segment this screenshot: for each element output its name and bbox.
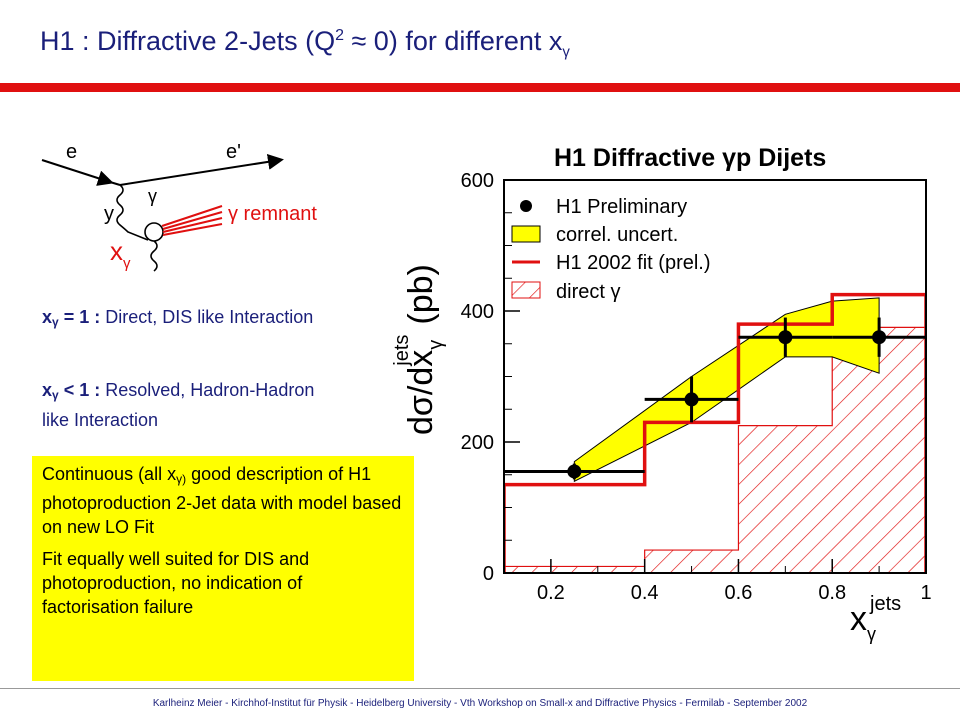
x-axis-label: xγjets [850, 593, 901, 644]
x-tick-label-2: 0.4 [631, 582, 659, 604]
definition-resolved: xγ < 1 : Resolved, Hadron-Hadron like In… [42, 380, 315, 430]
legend-label-direct: direct γ [556, 281, 620, 303]
x-tick-label-4: 0.8 [818, 582, 846, 604]
data-point-2 [684, 392, 699, 407]
definition-direct: xγ = 1 : Direct, DIS like Interaction [42, 307, 314, 329]
incoming-electron-line [41, 159, 114, 186]
y-tick-label-3: 400 [461, 301, 494, 323]
dijet-chart: H1 Diffractive γp Dijets 0.2 0.4 0.6 0.8 1 0 2… [391, 144, 932, 644]
y-axis-label: dσ/dxγjets(pb) [391, 264, 447, 435]
x-tick-label-1: 0.2 [537, 582, 565, 604]
legend-marker-uncert [511, 225, 541, 243]
summary-paragraph-2: Fit equally well suited for DIS and phot… [42, 549, 310, 617]
title-text-mid: ≈ 0) for different x [343, 26, 563, 56]
photon-line [116, 184, 149, 241]
remnant-line-4 [162, 223, 223, 236]
title-superscript: 2 [335, 27, 344, 44]
feynman-diagram: e e' y γ γ remnant xγ [41, 141, 317, 272]
footer-text: Karlheinz Meier - Kirchhof-Institut für … [152, 698, 808, 709]
legend-label-fit: H1 2002 fit (prel.) [556, 252, 711, 274]
remnant-line-3 [162, 217, 223, 233]
data-point-1 [567, 464, 582, 479]
y-tick-label-4: 600 [461, 170, 494, 192]
fit-histogram [504, 292, 926, 573]
data-point-3 [778, 330, 793, 345]
title-text: H1 : Diffractive 2-Jets (Q [40, 26, 336, 56]
photon-vertex-blob [144, 222, 164, 242]
legend-marker-direct [511, 281, 541, 299]
y-tick-label-2: 200 [461, 432, 494, 454]
label-x-gamma: xγ [110, 236, 131, 272]
label-e-in: e [66, 141, 77, 163]
legend: H1 Preliminary correl. uncert. H1 2002 f… [511, 196, 711, 303]
x-tick-label-3: 0.6 [725, 582, 753, 604]
title-divider [0, 83, 960, 92]
page-title: H1 : Diffractive 2-Jets (Q2 ≈ 0) for dif… [40, 26, 570, 60]
legend-label-uncert: correl. uncert. [556, 224, 678, 246]
gluon-line [150, 240, 158, 272]
data-point-4 [872, 330, 887, 345]
chart-title: H1 Diffractive γp Dijets [554, 144, 826, 172]
title-subscript: γ [562, 43, 570, 61]
summary-box: Continuous (all xγ) good description of … [32, 456, 414, 681]
label-gamma: γ [148, 186, 157, 206]
label-y: y [104, 203, 114, 225]
label-e-out: e' [226, 141, 241, 163]
electron-line-mid [109, 181, 121, 186]
outgoing-electron-line [119, 153, 284, 186]
remnant-line-1 [161, 205, 223, 227]
x-tick-label-5: 1 [920, 582, 931, 604]
uncertainty-band [573, 297, 880, 483]
summary-paragraph-1: Continuous (all xγ) good description of … [42, 464, 402, 537]
legend-label-data: H1 Preliminary [556, 196, 687, 218]
legend-marker-data [520, 200, 532, 212]
label-remnant: γ remnant [228, 203, 317, 225]
footer-divider [0, 688, 960, 689]
y-tick-label-1: 0 [483, 563, 494, 585]
remnant-line-2 [162, 211, 223, 230]
